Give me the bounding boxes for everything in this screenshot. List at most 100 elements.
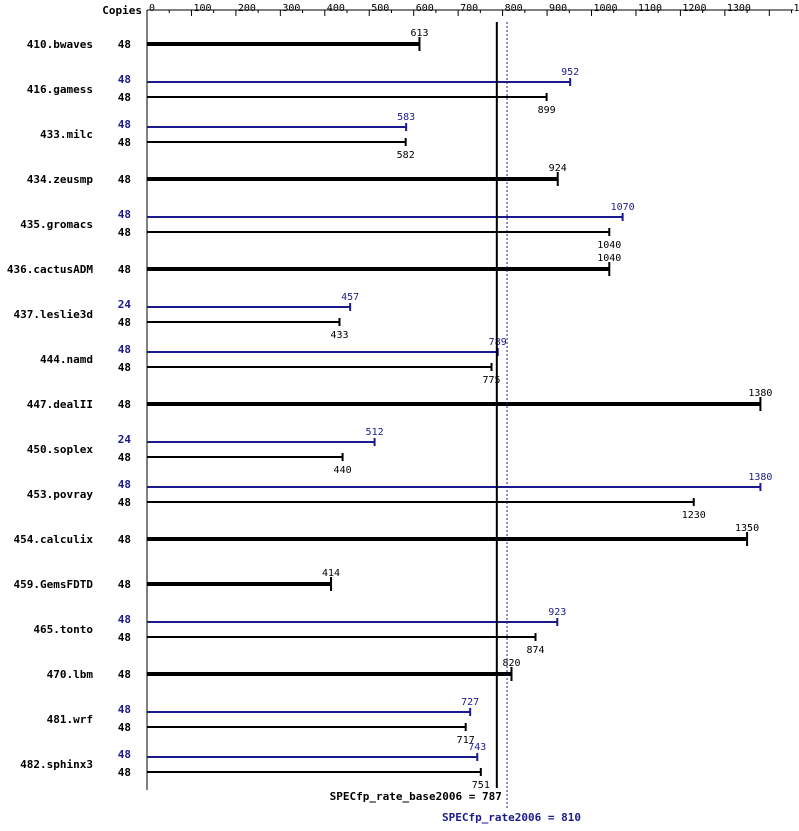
peak-copies: 48 [118,613,131,626]
base-value-label: 414 [322,568,340,579]
benchmark-name: 410.bwaves [27,38,93,51]
peak-value-label: 457 [341,292,359,303]
benchmark-rows: 410.bwaves 48 613 416.gamess 48 952 48 899 433.m… [7,28,773,791]
benchmark-row: 444.namd4878948775 [40,337,507,386]
base-copies: 48 [118,316,131,329]
base-copies: 48 [118,91,131,104]
x-tick-label: 100 [193,3,211,14]
benchmark-row: 447.dealII 48 1380 [27,388,772,420]
benchmark-name: 450.soplex [27,443,94,456]
benchmark-row: 454.calculix 48 1350 [14,523,759,555]
base-value-label: 751 [472,780,490,791]
benchmark-name: 453.povray [27,488,94,501]
benchmark-row: 482.sphinx3 48 743 48 751 [20,742,490,791]
peak-value-label: 583 [397,112,415,123]
x-tick-label: 1200 [682,3,706,14]
base-value-label: 440 [334,465,352,476]
peak-copies: 48 [118,208,131,221]
peak-copies: 24 [118,298,132,311]
x-tick-label: 500 [371,3,389,14]
benchmark-name: 437.leslie3d [14,308,93,321]
benchmark-name: 435.gromacs [20,218,93,231]
benchmark-name: 434.zeusmp [27,173,94,186]
peak-copies: 48 [118,73,131,86]
reference-lines: SPECfp_rate_base2006 = 787 SPECfp_rate200… [330,22,581,824]
benchmark-name: 465.tonto [33,623,93,636]
base-copies: 48 [118,226,131,239]
x-tick-label: 700 [460,3,478,14]
benchmark-row: 465.tonto 48 923 48 874 [33,607,566,656]
base-copies: 48 [118,361,131,374]
benchmark-name: 416.gamess [27,83,93,96]
base-copies: 48 [118,668,131,681]
base-copies: 48 [118,263,131,276]
base-value-label: 582 [397,150,415,161]
base-value-label: 433 [330,330,348,341]
base-copies: 48 [118,398,131,411]
peak-value-label: 1380 [748,472,772,483]
x-tick-label: 1300 [727,3,751,14]
base-value-label: 1040 [597,253,621,264]
benchmark-name: 481.wrf [47,713,93,726]
peak-copies: 48 [118,748,131,761]
x-tick-label: 1000 [594,3,618,14]
benchmark-name: 459.GemsFDTD [14,578,94,591]
x-tick-label: 1450 [794,3,799,14]
benchmark-row: 410.bwaves 48 613 [27,28,429,60]
peak-value-label: 923 [548,607,566,618]
peak-copies: 48 [118,703,131,716]
benchmark-row: 416.gamess 48 952 48 899 [27,67,579,116]
base-copies: 48 [118,451,131,464]
base-copies: 48 [118,496,131,509]
base-value-label: 899 [538,105,556,116]
benchmark-name: 433.milc [40,128,93,141]
benchmark-row: 436.cactusADM 48 1040 [7,253,621,285]
base-copies: 48 [118,533,131,546]
x-tick-label: 900 [549,3,567,14]
base-value-label: 613 [410,28,428,39]
benchmark-name: 470.lbm [47,668,94,681]
benchmark-name: 447.dealII [27,398,93,411]
base-copies: 48 [118,173,131,186]
benchmark-name: 454.calculix [14,533,94,546]
peak-copies: 24 [118,433,132,446]
x-tick-label: 200 [238,3,256,14]
base-value-label: 1380 [748,388,772,399]
benchmark-row: 470.lbm 48 820 [47,658,521,690]
peak-value-label: 512 [366,427,384,438]
base-value-label: 1230 [682,510,706,521]
peak-value-label: 743 [468,742,486,753]
base-copies: 48 [118,38,131,51]
base-value-label: 775 [482,375,500,386]
base-value-label: 820 [502,658,520,669]
peak-copies: 48 [118,118,131,131]
base-copies: 48 [118,721,131,734]
benchmark-row: 450.soplex 24 512 48 440 [27,427,384,476]
peak-value-label: 952 [561,67,579,78]
benchmark-row: 453.povray 48 1380 48 1230 [27,472,773,521]
x-tick-label: 600 [416,3,434,14]
base-reference-label: SPECfp_rate_base2006 = 787 [330,790,502,803]
benchmark-name: 436.cactusADM [7,263,93,276]
peak-copies: 48 [118,478,131,491]
x-tick-label: 0 [149,3,155,14]
benchmark-row: 437.leslie3d 24 457 48 433 [14,292,360,341]
base-copies: 48 [118,136,131,149]
base-value-label: 1350 [735,523,759,534]
x-tick-label: 400 [327,3,345,14]
copies-header: Copies [102,4,142,17]
benchmark-row: 434.zeusmp 48 924 [27,163,567,195]
peak-value-label: 1070 [611,202,635,213]
base-copies: 48 [118,631,131,644]
x-tick-label: 1100 [638,3,662,14]
base-value-label: 924 [549,163,567,174]
x-tick-label: 800 [505,3,523,14]
base-value-label: 874 [526,645,544,656]
x-axis: Copies 0 100 200 300 400 500 600 700 800 900 1000 11… [102,3,799,790]
peak-value-label: 727 [461,697,479,708]
benchmark-name: 444.namd [40,353,93,366]
benchmark-row: 435.gromacs 48 1070 48 1040 [20,202,635,251]
benchmark-row: 459.GemsFDTD 48 414 [14,568,340,600]
peak-copies: 48 [118,343,131,356]
